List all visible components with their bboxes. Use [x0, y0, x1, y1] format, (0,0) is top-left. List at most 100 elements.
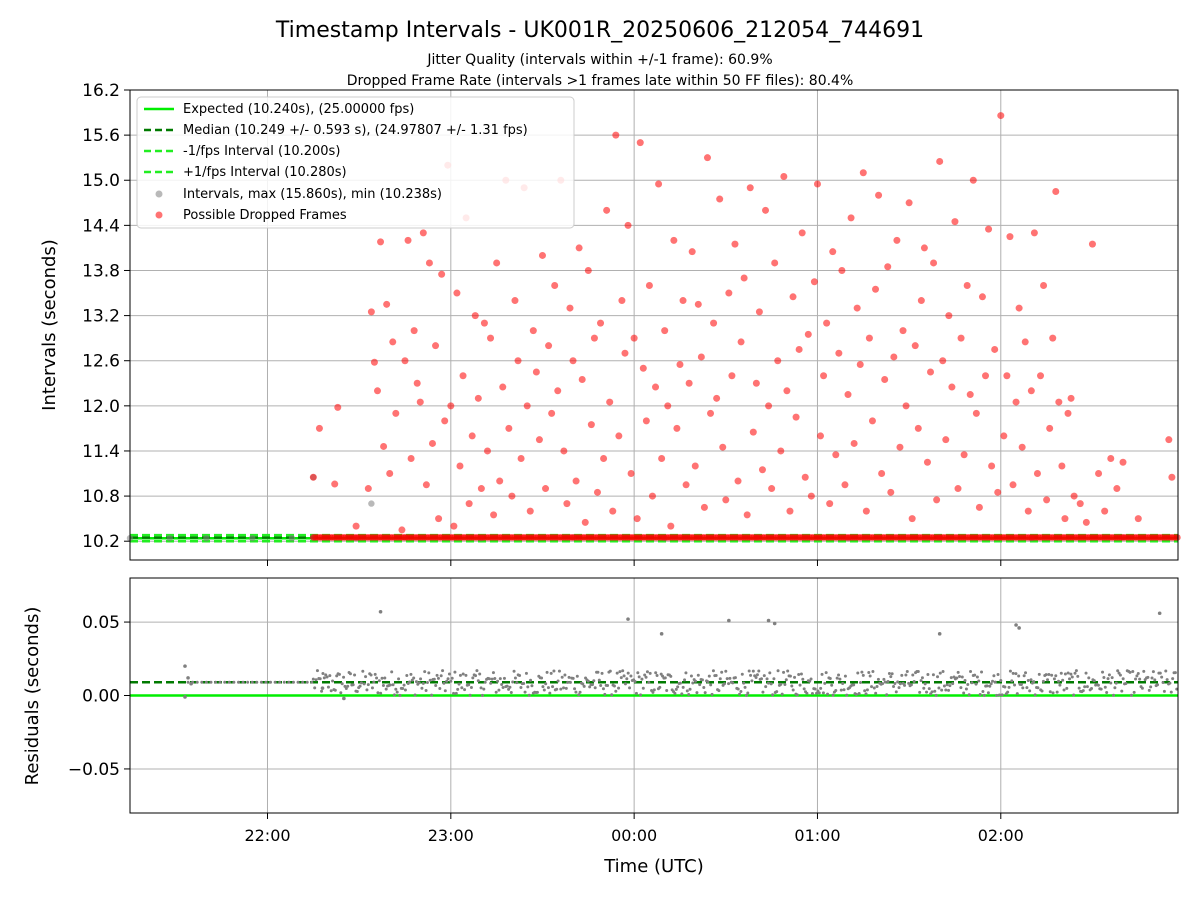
dropped-frame-point — [352, 522, 360, 530]
residual-point — [478, 672, 482, 676]
residual-point — [886, 679, 890, 683]
residual-point — [738, 692, 742, 696]
residual-point — [689, 674, 693, 678]
dropped-frame-point — [1009, 481, 1017, 489]
residual-point — [186, 680, 190, 684]
residual-point — [684, 671, 688, 675]
dropped-frame-point — [841, 481, 849, 489]
dropped-frame-point — [991, 345, 999, 353]
residual-point — [1040, 689, 1044, 693]
residual-point — [496, 679, 500, 683]
residual-point — [854, 692, 858, 696]
residual-point — [1022, 674, 1026, 678]
dropped-frame-point — [438, 270, 446, 278]
residual-point — [430, 693, 434, 697]
legend-expected-label: Expected (10.240s), (25.00000 fps) — [183, 102, 414, 117]
dropped-frame-point — [575, 244, 583, 252]
residual-point — [524, 671, 528, 675]
dropped-frame-point — [786, 507, 794, 515]
residual-point — [1107, 673, 1111, 677]
dropped-frame-point — [334, 403, 342, 411]
residual-point — [468, 693, 472, 697]
residual-point — [398, 693, 402, 697]
intervals-y-tick-label: 16.2 — [82, 81, 120, 101]
dropped-frame-point — [893, 236, 901, 244]
residual-point — [458, 673, 462, 677]
residual-point — [578, 690, 582, 694]
residual-point — [601, 687, 605, 691]
residual-point — [246, 680, 250, 684]
residual-point — [269, 680, 273, 684]
residual-point — [934, 693, 938, 697]
residual-point — [651, 690, 655, 694]
residual-point — [1008, 669, 1012, 673]
residual-point — [366, 683, 370, 687]
residual-point — [376, 691, 380, 695]
residual-point — [321, 671, 325, 675]
residual-point — [563, 673, 567, 677]
residual-point — [871, 669, 875, 673]
residual-point — [647, 680, 651, 684]
residual-point — [388, 683, 392, 687]
dropped-frame-point — [1168, 473, 1176, 481]
residual-point — [648, 671, 652, 675]
residual-point — [414, 680, 418, 684]
dropped-frame-point — [517, 454, 525, 462]
residual-point — [641, 686, 645, 690]
residual-point — [1092, 679, 1096, 683]
legend-box — [136, 96, 575, 229]
dropped-frame-point — [887, 488, 895, 496]
dropped-frame-point — [639, 364, 647, 372]
residual-point — [552, 669, 556, 673]
residual-point — [727, 682, 731, 686]
dropped-frame-point — [768, 485, 776, 493]
residual-point — [821, 691, 825, 695]
interval-point — [368, 500, 375, 507]
residual-point — [733, 676, 737, 680]
residual-point — [606, 684, 610, 688]
dropped-frame-point — [413, 379, 421, 387]
dropped-frame-point — [432, 342, 440, 350]
dropped-frame-point — [688, 248, 696, 256]
residual-point — [636, 671, 640, 675]
residual-point — [960, 675, 964, 679]
residual-point — [687, 692, 691, 696]
dropped-frame-point — [453, 289, 461, 297]
dropped-frame-point — [713, 394, 721, 402]
residual-point — [817, 691, 821, 695]
residual-point — [992, 674, 996, 678]
interval-point — [288, 534, 296, 542]
residual-point — [526, 685, 530, 689]
residual-point — [966, 682, 970, 686]
residual-point — [469, 685, 473, 689]
residual-point — [907, 681, 911, 685]
residual-point — [718, 677, 722, 681]
dropped-frame-point — [487, 334, 495, 342]
residual-point — [881, 682, 885, 686]
dropped-frame-point — [383, 300, 391, 308]
residual-point — [214, 680, 218, 684]
residual-point — [727, 618, 731, 623]
residual-point — [442, 681, 446, 685]
residual-point — [820, 672, 824, 676]
dropped-frame-point — [655, 180, 663, 188]
residual-point — [1058, 683, 1062, 687]
residual-point — [755, 673, 759, 677]
dropped-frame-point — [673, 424, 681, 432]
residual-point — [1110, 676, 1114, 680]
residual-point — [864, 692, 868, 696]
residual-point — [424, 688, 428, 692]
residual-point — [479, 686, 483, 690]
dropped-frame-point — [710, 319, 718, 327]
residual-point — [889, 675, 893, 679]
residual-point — [890, 672, 894, 676]
dropped-frame-point — [777, 447, 785, 455]
residual-point — [771, 693, 775, 697]
residual-point — [183, 695, 187, 699]
residual-point — [739, 689, 743, 693]
residual-point — [885, 693, 889, 697]
residual-point — [1028, 689, 1032, 693]
residual-point — [698, 683, 702, 687]
dropped-frame-point — [609, 507, 617, 515]
residual-point — [912, 680, 916, 684]
